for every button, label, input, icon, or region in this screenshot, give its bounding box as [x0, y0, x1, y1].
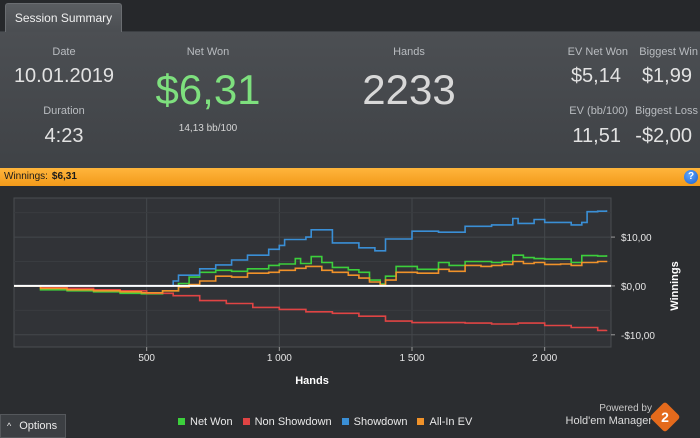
legend-label: All-In EV — [429, 416, 473, 428]
logo-number: 2 — [661, 409, 669, 425]
holdem-manager-logo: 2 — [649, 401, 681, 433]
date-label: Date — [52, 46, 76, 58]
powered-by: Powered by Hold'em Manager — [566, 403, 652, 427]
options-button[interactable]: ^ Options — [0, 414, 66, 438]
ev-bb100-value: 11,51 — [572, 125, 621, 147]
brand-name: Hold'em Manager — [565, 415, 652, 427]
legend-swatch — [242, 418, 250, 425]
legend-item: Showdown — [341, 416, 408, 428]
y-tick-label: $10,00 — [621, 233, 652, 244]
ev-bb100-label: EV (bb/100) — [569, 105, 628, 117]
plot-area — [13, 197, 612, 348]
x-tick-label: 1 000 — [267, 353, 292, 364]
net-won-value: $6,31 — [155, 66, 261, 113]
y-tick-label: $0,00 — [621, 282, 646, 293]
y-tick-label: -$10,00 — [621, 331, 655, 342]
net-won-label: Net Won — [186, 46, 230, 58]
biggest-loss-label: Biggest Loss — [635, 105, 698, 117]
duration-value: 4:23 — [44, 125, 84, 147]
legend-swatch — [178, 418, 185, 425]
x-axis-label: Hands — [295, 375, 329, 387]
date-value: 10.01.2019 — [13, 65, 115, 87]
legend-item: Non Showdown — [242, 416, 332, 428]
hands-value: 2233 — [362, 66, 456, 113]
caret-up-icon: ^ — [7, 421, 12, 431]
biggest-win-label: Biggest Win — [639, 46, 698, 58]
biggest-loss-value: -$2,00 — [635, 125, 692, 147]
net-won-bb100: 14,13 bb/100 — [178, 123, 238, 134]
tab-session-summary[interactable]: Session Summary — [5, 3, 122, 33]
help-icon[interactable]: ? — [684, 170, 698, 184]
legend-item: All-In EV — [417, 416, 472, 428]
ev-net-won-label: EV Net Won — [567, 46, 628, 58]
winnings-bar: Winnings: $6,31 ? — [0, 168, 700, 186]
y-axis-label: Winnings — [669, 261, 681, 310]
biggest-win-value: $1,99 — [641, 65, 692, 87]
x-tick-label: 1 500 — [399, 353, 424, 364]
legend-label: Showdown — [353, 416, 408, 428]
hands-label: Hands — [393, 46, 425, 58]
x-tick-label: 500 — [138, 353, 155, 364]
powered-by-label: Powered by — [599, 403, 652, 414]
winnings-label: Winnings: — [4, 171, 48, 182]
legend-item: Net Won — [178, 416, 233, 428]
ev-net-won-value: $5,14 — [570, 65, 621, 87]
chart-legend: Net Won Non Showdown Showdown All-In EV — [178, 416, 482, 430]
options-label: Options — [19, 420, 58, 432]
legend-swatch — [341, 418, 349, 425]
winnings-chart: 500 1 000 1 500 2 000 $10,00 $0,00 -$10,00 Han… — [13, 197, 681, 387]
series-showdown — [14, 210, 608, 287]
legend-swatch — [417, 418, 425, 425]
tab-strip: Session Summary — [0, 0, 700, 33]
winnings-value: $6,31 — [51, 171, 77, 182]
summary-panel: Date 10.01.2019 Duration 4:23 Net Won $6… — [0, 32, 700, 168]
legend-label: Non Showdown — [254, 416, 332, 428]
duration-label: Duration — [43, 105, 85, 117]
series-all-in-ev — [14, 260, 608, 294]
x-tick-label: 2 000 — [532, 353, 557, 364]
legend-label: Net Won — [190, 416, 233, 428]
